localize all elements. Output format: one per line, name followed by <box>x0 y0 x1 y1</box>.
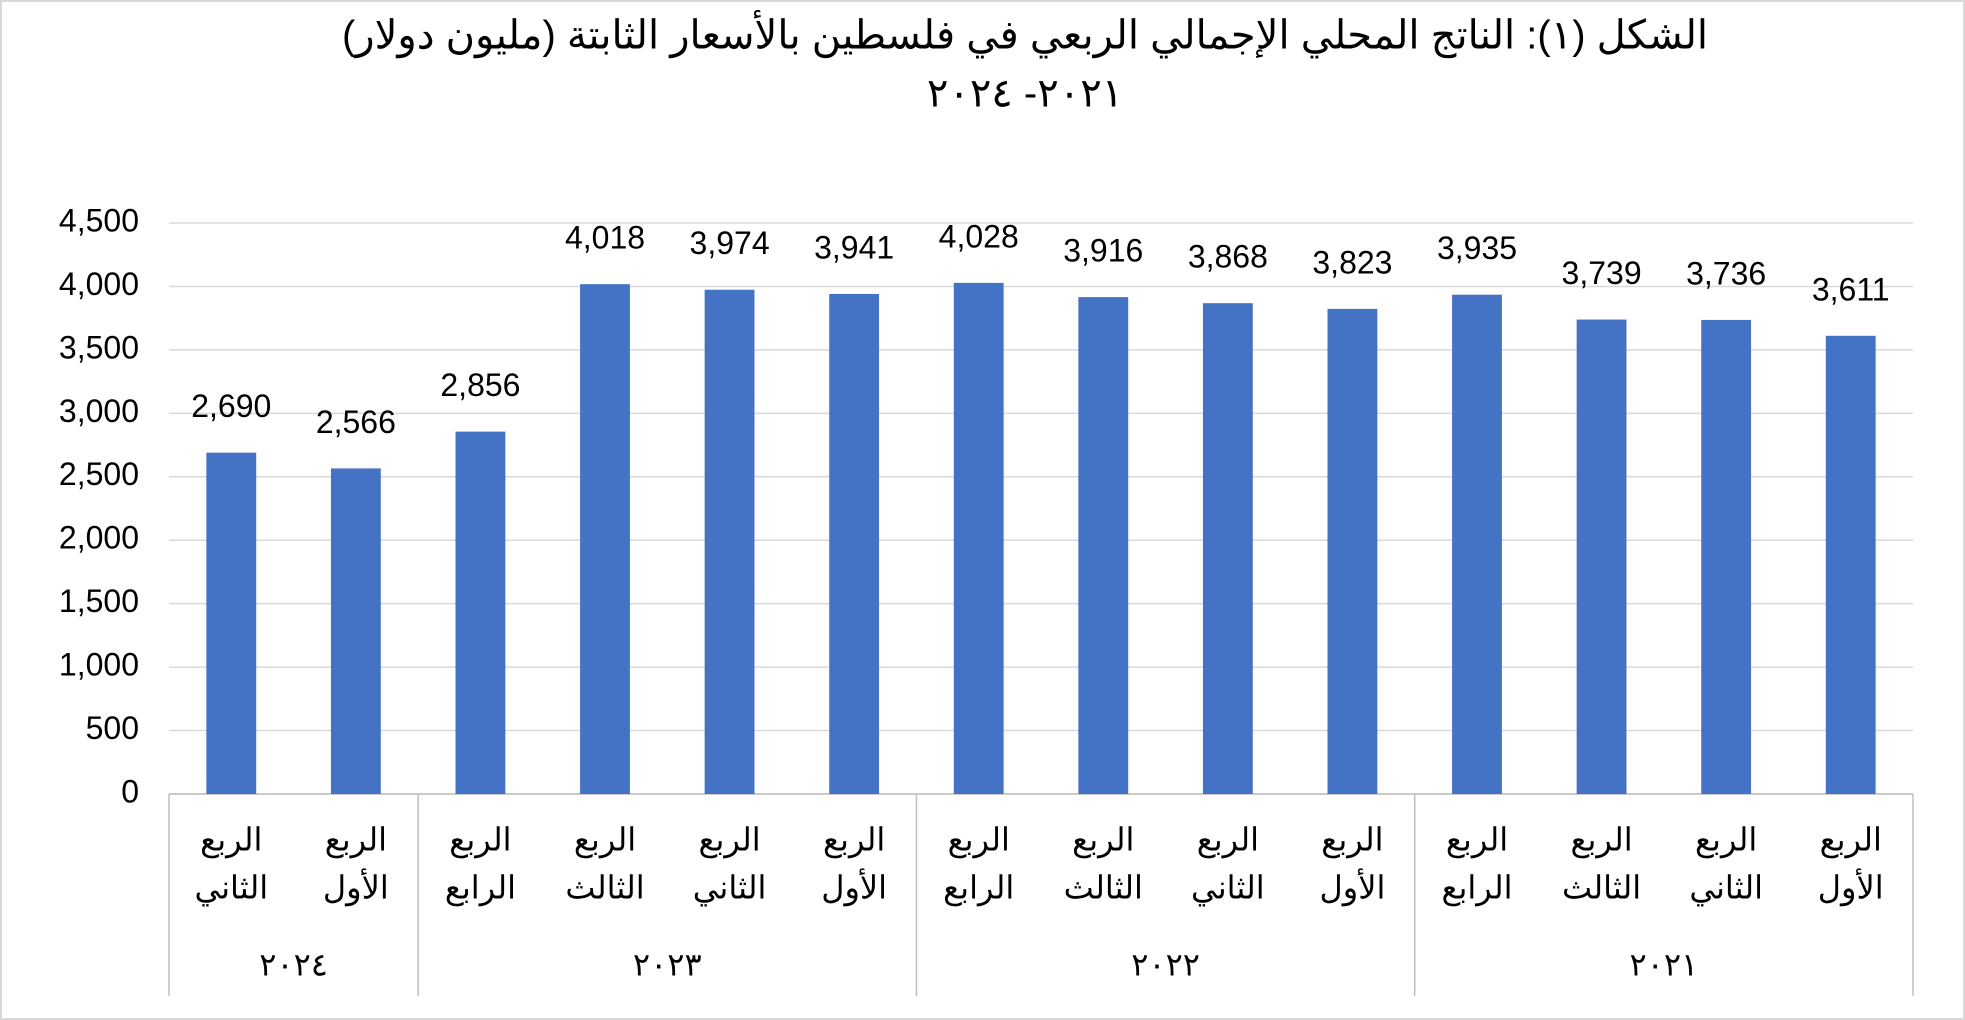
group-label: ٢٠٢٢ <box>1131 946 1200 982</box>
x-tick-label: الربع <box>449 821 511 858</box>
bar <box>455 431 506 794</box>
y-tick-label: 4,500 <box>59 202 139 238</box>
chart-subtitle: ٢٠٢١- ٢٠٢٤ <box>927 72 1123 116</box>
value-label: 4,018 <box>565 220 645 256</box>
y-tick-label: 1,500 <box>59 583 139 619</box>
x-tick-label: الثاني <box>194 869 268 906</box>
x-tick-label: الثاني <box>693 869 767 906</box>
x-tick-label: الرابع <box>445 869 516 906</box>
value-label: 2,690 <box>191 388 271 424</box>
y-tick-label: 3,000 <box>59 393 139 429</box>
x-tick-label: الأول <box>1320 867 1386 906</box>
x-tick-label: الربع <box>1321 821 1383 858</box>
x-tick-label: الثالث <box>1562 869 1641 905</box>
value-label: 3,941 <box>814 229 894 265</box>
x-tick-label: الأول <box>323 867 389 906</box>
x-tick-label: الربع <box>200 821 262 858</box>
bar <box>330 468 381 794</box>
bar <box>1576 319 1627 794</box>
bar <box>206 452 257 794</box>
chart-title: الشكل (١): الناتج المحلي الإجمالي الربعي… <box>342 10 1708 60</box>
y-tick-label: 4,000 <box>59 266 139 302</box>
x-tick-label: الرابع <box>1441 869 1512 906</box>
y-tick-label: 0 <box>121 773 139 809</box>
x-tick-label: الربع <box>1695 821 1757 858</box>
x-tick-label: الربع <box>574 821 636 858</box>
bar <box>1452 294 1502 794</box>
bar <box>580 284 630 794</box>
x-tick-label: الربع <box>1446 821 1508 858</box>
value-label: 3,868 <box>1188 239 1268 275</box>
x-tick-label: الرابع <box>943 869 1014 906</box>
bar <box>704 289 755 794</box>
group-label: ٢٠٢٤ <box>259 946 328 982</box>
bar <box>1701 319 1752 794</box>
bar <box>829 293 880 794</box>
value-label: 3,736 <box>1686 255 1766 291</box>
value-label: 2,566 <box>316 404 396 440</box>
x-tick-label: الربع <box>698 821 760 858</box>
x-tick-label: الأول <box>821 867 887 906</box>
x-tick-label: الثاني <box>1689 869 1763 906</box>
bar <box>1078 297 1129 794</box>
y-tick-label: 500 <box>86 710 139 746</box>
value-label: 4,028 <box>939 218 1019 254</box>
x-tick-label: الأول <box>1818 867 1884 906</box>
value-label: 3,935 <box>1437 230 1517 266</box>
x-tick-label: الربع <box>1570 821 1632 858</box>
x-tick-label: الربع <box>823 821 885 858</box>
bar <box>1327 308 1378 794</box>
value-label: 3,739 <box>1562 255 1642 291</box>
x-tick-label: الربع <box>948 821 1010 858</box>
group-label: ٢٠٢٣ <box>633 946 702 982</box>
x-tick-label: الثالث <box>1064 869 1143 905</box>
bar <box>1825 335 1876 794</box>
x-tick-label: الربع <box>1072 821 1134 858</box>
x-tick-label: الثالث <box>565 869 644 905</box>
bar <box>1202 303 1253 794</box>
value-label: 2,856 <box>440 367 520 403</box>
x-tick-label: الربع <box>1197 821 1259 858</box>
x-tick-label: الربع <box>325 821 387 858</box>
y-tick-label: 2,500 <box>59 456 139 492</box>
value-label: 3,916 <box>1063 233 1143 269</box>
y-tick-label: 2,000 <box>59 520 139 556</box>
x-tick-label: الربع <box>1820 821 1882 858</box>
value-label: 3,611 <box>1812 271 1890 307</box>
bar <box>953 282 1004 794</box>
group-label: ٢٠٢١ <box>1629 946 1698 982</box>
x-tick-label: الثاني <box>1191 869 1265 906</box>
y-tick-label: 3,500 <box>59 329 139 365</box>
y-tick-label: 1,000 <box>59 647 139 683</box>
value-label: 3,823 <box>1312 244 1392 280</box>
value-label: 3,974 <box>690 225 770 261</box>
